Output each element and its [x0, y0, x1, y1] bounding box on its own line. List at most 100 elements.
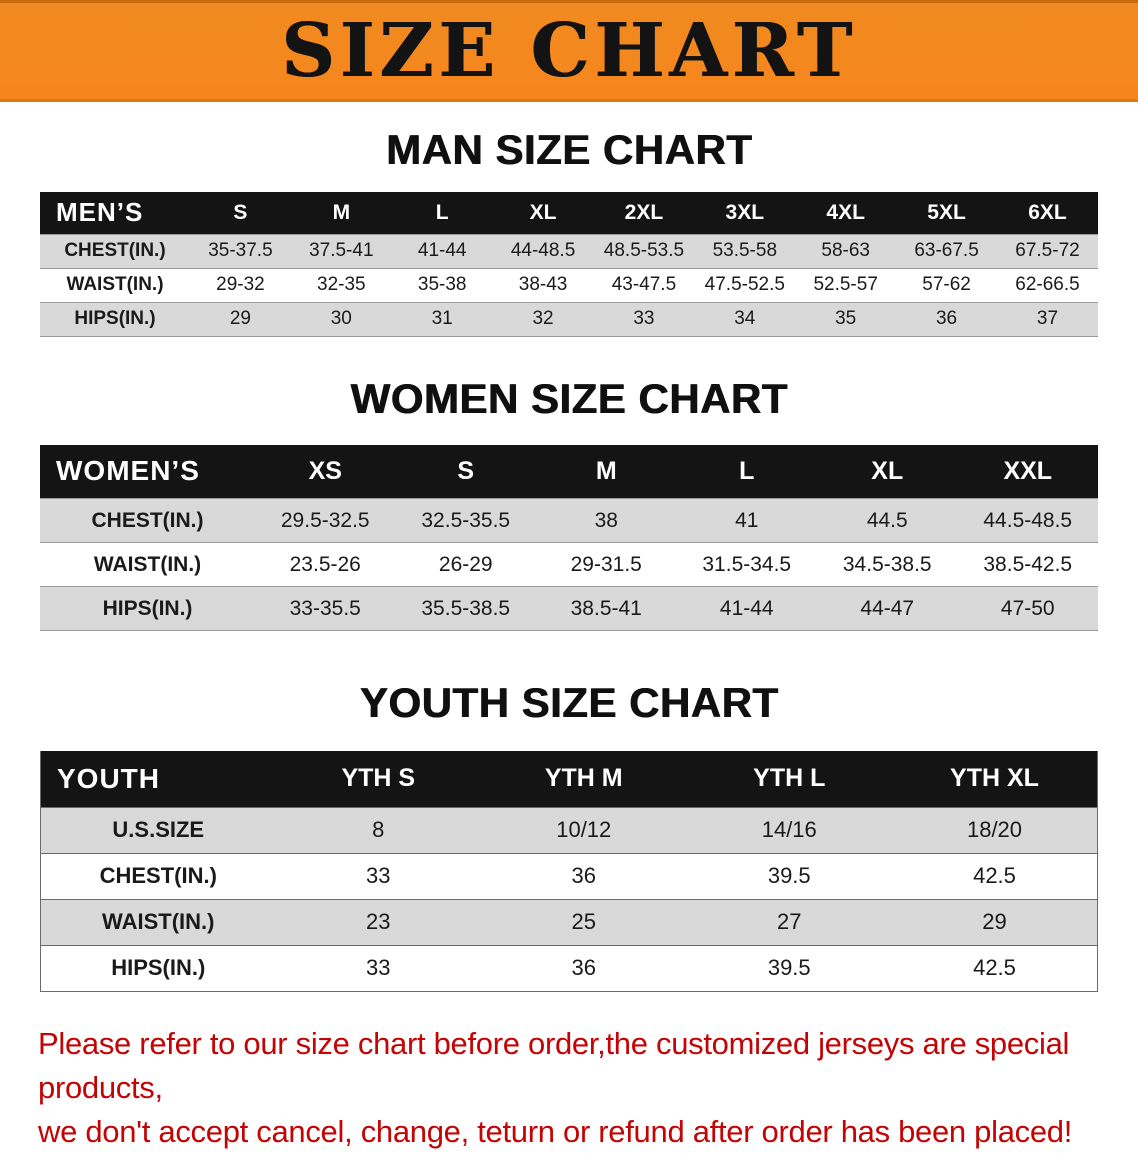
size-cell: 31.5-34.5 [676, 542, 817, 587]
size-cell: 63-67.5 [896, 233, 997, 268]
size-cell: 29 [892, 898, 1098, 945]
size-cell: 32.5-35.5 [395, 498, 536, 543]
size-cell: 38.5-41 [536, 586, 677, 631]
banner: SIZE CHART [0, 0, 1138, 102]
size-cell: 32-35 [290, 267, 392, 302]
table-row: HIPS(IN.) 33-35.5 35.5-38.5 38.5-41 41-4… [40, 586, 1098, 631]
table-row: WAIST(IN.) 23.5-26 26-29 29-31.5 31.5-34… [40, 542, 1098, 587]
column-header: XS [255, 444, 396, 499]
mens-size-table: MEN’S S M L XL 2XL 3XL 4XL 5XL 6XL CHEST… [40, 192, 1098, 337]
size-cell: 35.5-38.5 [395, 586, 536, 631]
size-cell: 42.5 [892, 944, 1098, 991]
column-header: S [190, 192, 291, 234]
table-row: U.S.SIZE 8 10/12 14/16 18/20 [40, 806, 1098, 853]
size-cell: 25 [481, 898, 687, 945]
column-header: 4XL [795, 192, 897, 234]
column-header: XL [817, 444, 958, 499]
women-size-section: WOMEN SIZE CHART WOMEN’S XS S M L XL XXL… [0, 337, 1138, 631]
size-cell: 47.5-52.5 [694, 267, 796, 302]
size-cell: 38-43 [492, 267, 594, 302]
column-header: 2XL [593, 192, 695, 234]
youth-header-row: YOUTH YTH S YTH M YTH L YTH XL [40, 751, 1098, 807]
row-label: CHEST(IN.) [40, 233, 190, 268]
youth-table-title: YOUTH [40, 751, 276, 807]
column-header: M [290, 192, 392, 234]
size-cell: 33 [593, 301, 695, 336]
size-cell: 67.5-72 [997, 233, 1098, 268]
size-cell: 41-44 [391, 233, 493, 268]
size-cell: 44.5 [817, 498, 958, 543]
womens-header-row: WOMEN’S XS S M L XL XXL [40, 444, 1098, 499]
size-cell: 36 [481, 852, 687, 899]
column-header: S [395, 444, 536, 499]
size-cell: 8 [275, 806, 481, 853]
size-cell: 35-37.5 [190, 233, 291, 268]
size-cell: 41 [676, 498, 817, 543]
size-cell: 52.5-57 [795, 267, 897, 302]
size-cell: 29-32 [190, 267, 291, 302]
column-header: YTH S [275, 751, 481, 807]
size-cell: 29-31.5 [536, 542, 677, 587]
size-cell: 27 [686, 898, 892, 945]
size-cell: 44.5-48.5 [957, 498, 1098, 543]
women-section-heading: WOMEN SIZE CHART [350, 374, 788, 422]
row-label: CHEST(IN.) [40, 852, 276, 899]
size-cell: 33 [275, 944, 481, 991]
man-size-section: MAN SIZE CHART MEN’S S M L XL 2XL 3XL 4X… [0, 102, 1138, 337]
column-header: YTH M [481, 751, 687, 807]
size-cell: 26-29 [395, 542, 536, 587]
size-cell: 14/16 [686, 806, 892, 853]
size-cell: 29.5-32.5 [255, 498, 396, 543]
column-header: XL [492, 192, 594, 234]
size-cell: 35 [795, 301, 897, 336]
row-label: WAIST(IN.) [40, 898, 276, 945]
size-cell: 41-44 [676, 586, 817, 631]
row-label: HIPS(IN.) [40, 301, 190, 336]
size-cell: 36 [896, 301, 997, 336]
size-cell: 39.5 [686, 852, 892, 899]
row-label: HIPS(IN.) [40, 944, 276, 991]
size-cell: 36 [481, 944, 687, 991]
size-cell: 53.5-58 [694, 233, 796, 268]
size-cell: 39.5 [686, 944, 892, 991]
row-label: WAIST(IN.) [40, 267, 190, 302]
column-header: YTH XL [892, 751, 1098, 807]
man-section-heading: MAN SIZE CHART [385, 126, 753, 173]
size-cell: 10/12 [481, 806, 687, 853]
column-header: XXL [957, 444, 1098, 499]
footer-notice: Please refer to our size chart before or… [0, 1022, 1138, 1168]
size-cell: 44-47 [817, 586, 958, 631]
size-cell: 30 [290, 301, 392, 336]
size-cell: 32 [492, 301, 594, 336]
size-cell: 18/20 [892, 806, 1098, 853]
column-header: L [391, 192, 493, 234]
table-row: WAIST(IN.) 29-32 32-35 35-38 38-43 43-47… [40, 267, 1098, 302]
size-cell: 58-63 [795, 233, 897, 268]
row-label: WAIST(IN.) [40, 542, 255, 587]
youth-size-table: YOUTH YTH S YTH M YTH L YTH XL U.S.SIZE … [40, 751, 1098, 992]
size-cell: 33-35.5 [255, 586, 396, 631]
table-row: CHEST(IN.) 33 36 39.5 42.5 [40, 852, 1098, 899]
womens-size-table: WOMEN’S XS S M L XL XXL CHEST(IN.) 29.5-… [40, 444, 1098, 631]
youth-section-heading: YOUTH SIZE CHART [359, 679, 779, 726]
size-cell: 35-38 [391, 267, 493, 302]
row-label: U.S.SIZE [40, 806, 276, 853]
size-cell: 38 [536, 498, 677, 543]
size-cell: 62-66.5 [997, 267, 1098, 302]
table-row: CHEST(IN.) 29.5-32.5 32.5-35.5 38 41 44.… [40, 498, 1098, 543]
size-cell: 33 [275, 852, 481, 899]
mens-header-row: MEN’S S M L XL 2XL 3XL 4XL 5XL 6XL [40, 192, 1098, 234]
column-header: 6XL [997, 192, 1098, 234]
row-label: HIPS(IN.) [40, 586, 255, 631]
size-cell: 29 [190, 301, 291, 336]
column-header: L [676, 444, 817, 499]
mens-table-title: MEN’S [40, 192, 190, 234]
size-cell: 57-62 [896, 267, 997, 302]
size-cell: 37.5-41 [290, 233, 392, 268]
womens-table-title: WOMEN’S [40, 444, 255, 499]
size-cell: 31 [391, 301, 493, 336]
size-cell: 43-47.5 [593, 267, 695, 302]
size-cell: 38.5-42.5 [957, 542, 1098, 587]
column-header: 3XL [694, 192, 796, 234]
